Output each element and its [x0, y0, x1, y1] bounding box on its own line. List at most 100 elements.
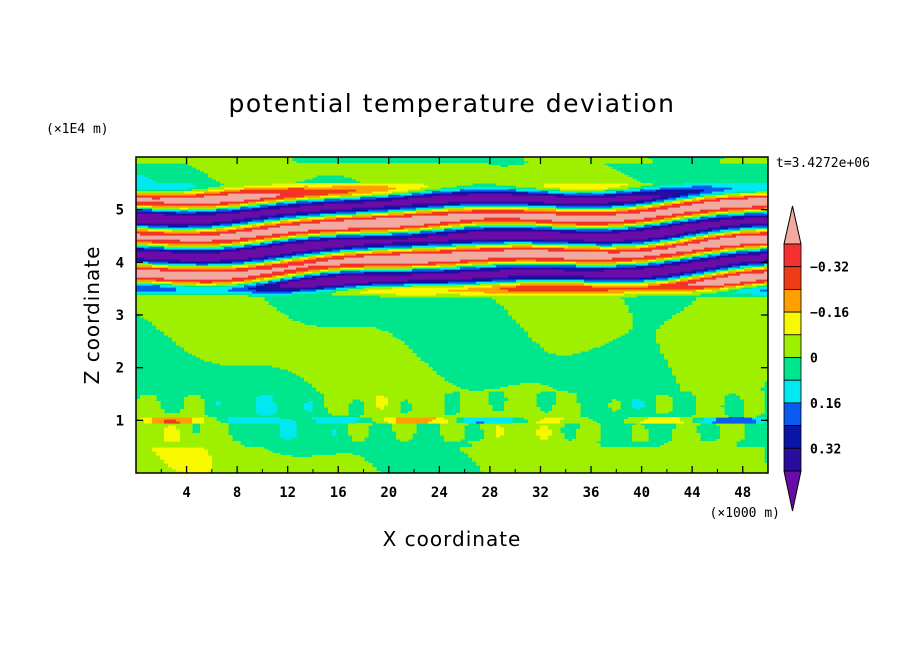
field-cell [168, 469, 173, 472]
field-cell [348, 421, 353, 424]
field-cell [544, 431, 549, 434]
field-cell [412, 367, 417, 370]
field-cell [648, 421, 653, 424]
field-cell [468, 391, 473, 394]
field-cell [620, 447, 625, 450]
field-cell [316, 377, 321, 380]
field-cell [320, 361, 325, 364]
field-cell [428, 399, 433, 402]
field-cell [284, 419, 289, 422]
field-cell [596, 469, 601, 472]
field-cell [732, 459, 737, 462]
field-cell [332, 401, 337, 404]
field-cell [676, 471, 681, 473]
field-cell [468, 421, 473, 424]
field-cell [156, 461, 161, 464]
field-cell [320, 391, 325, 394]
field-cell [732, 469, 737, 472]
field-cell [748, 409, 753, 412]
field-cell [460, 435, 465, 438]
field-cell [184, 437, 189, 440]
field-cell [736, 389, 741, 392]
field-cell [148, 415, 153, 418]
field-cell [180, 457, 185, 460]
field-cell [192, 417, 197, 420]
field-cell [656, 409, 661, 412]
field-cell [728, 365, 733, 368]
field-cell [544, 453, 549, 456]
field-cell [456, 433, 461, 436]
field-cell [728, 463, 733, 466]
field-cell [200, 429, 205, 432]
field-cell [328, 467, 333, 470]
field-cell [172, 467, 177, 470]
field-cell [424, 369, 429, 372]
field-cell [740, 397, 745, 400]
field-cell [324, 467, 329, 470]
field-cell [584, 461, 589, 464]
field-cell [396, 363, 401, 366]
field-cell [324, 471, 329, 473]
field-cell [544, 455, 549, 458]
field-cell [744, 421, 749, 424]
field-cell [152, 453, 157, 456]
field-cell [680, 419, 685, 422]
field-cell [396, 393, 401, 396]
field-cell [760, 447, 765, 450]
field-cell [400, 429, 405, 432]
field-cell [424, 373, 429, 376]
field-cell [500, 425, 505, 428]
field-cell [484, 405, 489, 408]
field-cell [344, 455, 349, 458]
field-cell [376, 399, 381, 402]
field-cell [188, 467, 193, 470]
field-cell [260, 467, 265, 470]
field-cell [484, 389, 489, 392]
field-cell [196, 443, 201, 446]
field-cell [544, 425, 549, 428]
field-cell [488, 427, 493, 430]
field-cell [532, 429, 537, 432]
field-cell [532, 447, 537, 450]
field-cell [576, 445, 581, 448]
field-cell [468, 401, 473, 404]
field-cell [648, 449, 653, 452]
field-cell [472, 447, 477, 450]
field-cell [520, 431, 525, 434]
field-cell [428, 387, 433, 390]
field-cell [548, 459, 553, 462]
field-cell [308, 365, 313, 368]
field-cell [144, 451, 149, 454]
field-cell [704, 399, 709, 402]
field-cell [720, 365, 725, 368]
field-cell [676, 451, 681, 454]
field-cell [204, 471, 209, 473]
field-cell [640, 453, 645, 456]
field-cell [412, 389, 417, 392]
field-cell [144, 465, 149, 468]
field-cell [392, 415, 397, 418]
field-cell [660, 467, 665, 470]
field-cell [268, 411, 273, 414]
field-cell [520, 397, 525, 400]
field-cell [592, 449, 597, 452]
field-cell [500, 431, 505, 434]
field-cell [676, 453, 681, 456]
field-cell [484, 461, 489, 464]
field-cell [748, 461, 753, 464]
field-cell [328, 385, 333, 388]
field-cell [192, 449, 197, 452]
field-cell [516, 407, 521, 410]
field-cell [420, 373, 425, 376]
field-cell [560, 433, 565, 436]
field-cell [520, 439, 525, 442]
field-cell [360, 427, 365, 430]
field-cell [720, 397, 725, 400]
field-cell [508, 403, 513, 406]
field-cell [584, 423, 589, 426]
field-cell [500, 455, 505, 458]
field-cell [380, 389, 385, 392]
field-cell [428, 403, 433, 406]
field-cell [752, 375, 757, 378]
field-cell [428, 395, 433, 398]
